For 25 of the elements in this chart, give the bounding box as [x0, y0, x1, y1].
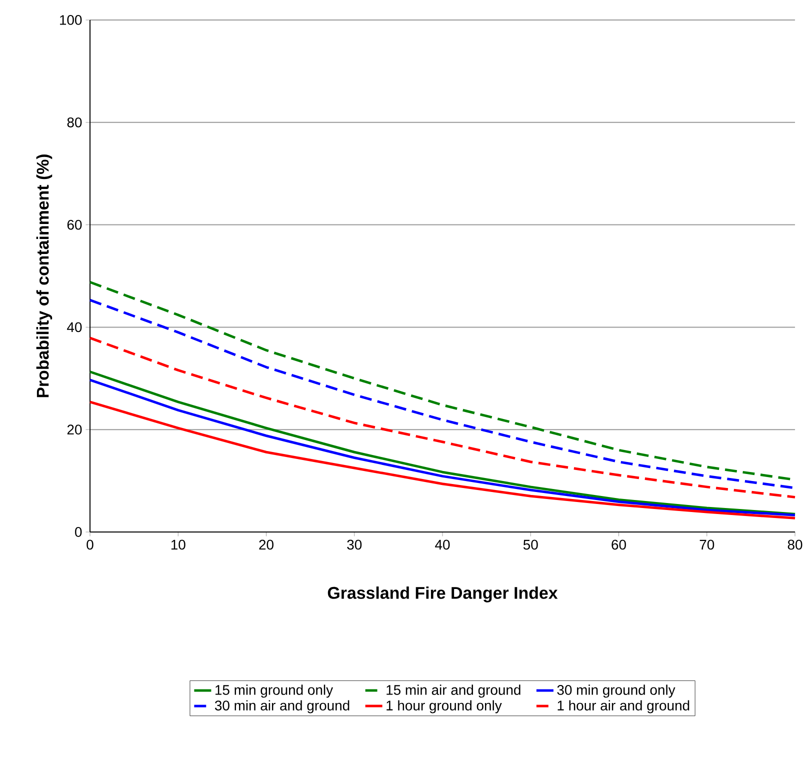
- line-series: [88, 336, 796, 498]
- y-tick-label: 40: [67, 322, 82, 332]
- y-tick-label: 60: [67, 220, 82, 230]
- x-tick-label: 30: [347, 540, 362, 550]
- y-axis-title: Probability of containment (%): [36, 154, 52, 398]
- x-tick-label: 0: [86, 540, 94, 550]
- x-tick-label: 40: [435, 540, 450, 550]
- x-tick-label: 20: [259, 540, 274, 550]
- y-tick-label: 80: [67, 117, 82, 128]
- legend-label: 15 min ground only: [215, 684, 334, 698]
- y-tick-label: 20: [67, 424, 82, 435]
- x-tick-label: 60: [612, 540, 626, 550]
- x-tick-label: 50: [523, 540, 538, 550]
- x-tick-label: 10: [171, 540, 186, 550]
- x-axis-title: Grassland Fire Danger Index: [328, 586, 558, 602]
- legend-label: 1 hour ground only: [386, 700, 502, 714]
- legend-label: 15 min air and ground: [386, 684, 520, 698]
- legend-label: 1 hour air and ground: [558, 700, 690, 714]
- x-tick-label: 70: [700, 540, 714, 550]
- x-tick-label: 80: [788, 540, 802, 550]
- legend-label: 30 min air and ground: [214, 700, 350, 714]
- y-tick-label: 100: [60, 15, 82, 25]
- legend-label: 30 min ground only: [557, 684, 676, 698]
- line-series: [88, 400, 796, 520]
- y-tick-label: 0: [75, 527, 82, 537]
